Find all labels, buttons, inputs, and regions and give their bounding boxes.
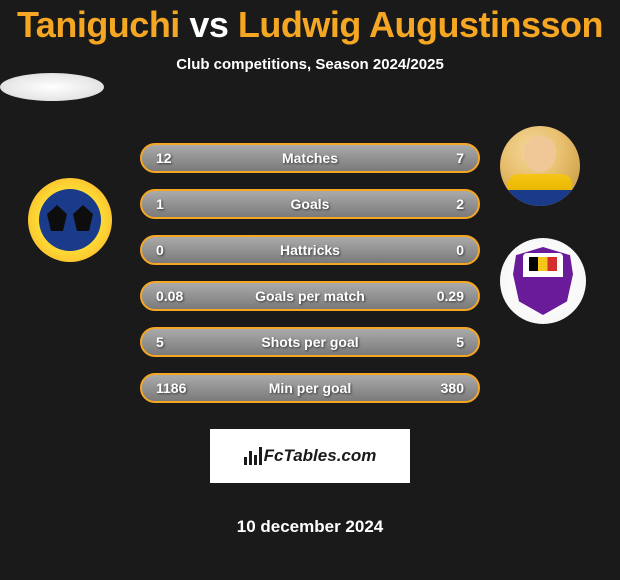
club-left-crest-icon (39, 189, 101, 251)
club-left-logo (28, 178, 112, 262)
player-right-name: Ludwig Augustinsson (238, 4, 603, 45)
stat-label: Hattricks (280, 242, 340, 258)
stat-label: Goals (291, 196, 330, 212)
stat-right-value: 7 (424, 150, 464, 166)
stat-left-value: 0.08 (156, 288, 196, 304)
source-badge: FcTables.com (210, 429, 410, 483)
player-left-photo (0, 73, 104, 101)
comparison-title: Taniguchi vs Ludwig Augustinsson (0, 0, 620, 46)
source-badge-text: FcTables.com (244, 446, 377, 466)
stat-row-shots-per-goal: 5 Shots per goal 5 (140, 327, 480, 357)
stat-label: Goals per match (255, 288, 365, 304)
vs-text: vs (189, 4, 228, 45)
stat-left-value: 12 (156, 150, 196, 166)
stat-label: Matches (282, 150, 338, 166)
stat-right-value: 5 (424, 334, 464, 350)
source-label: FcTables.com (264, 446, 377, 466)
stat-left-value: 5 (156, 334, 196, 350)
chart-icon (244, 447, 262, 465)
stat-left-value: 0 (156, 242, 196, 258)
player-right-photo (500, 126, 580, 206)
stat-left-value: 1186 (156, 380, 196, 396)
stat-row-hattricks: 0 Hattricks 0 (140, 235, 480, 265)
subtitle: Club competitions, Season 2024/2025 (0, 56, 620, 73)
stat-row-matches: 12 Matches 7 (140, 143, 480, 173)
stat-left-value: 1 (156, 196, 196, 212)
club-right-crest-icon (513, 247, 573, 315)
club-right-logo (500, 238, 586, 324)
stat-row-min-per-goal: 1186 Min per goal 380 (140, 373, 480, 403)
stat-row-goals: 1 Goals 2 (140, 189, 480, 219)
stat-label: Shots per goal (261, 334, 358, 350)
stat-right-value: 380 (424, 380, 464, 396)
stat-right-value: 0 (424, 242, 464, 258)
stat-label: Min per goal (269, 380, 351, 396)
date-text: 10 december 2024 (237, 517, 384, 537)
stat-row-goals-per-match: 0.08 Goals per match 0.29 (140, 281, 480, 311)
stat-right-value: 2 (424, 196, 464, 212)
player-left-name: Taniguchi (17, 4, 180, 45)
stat-right-value: 0.29 (424, 288, 464, 304)
